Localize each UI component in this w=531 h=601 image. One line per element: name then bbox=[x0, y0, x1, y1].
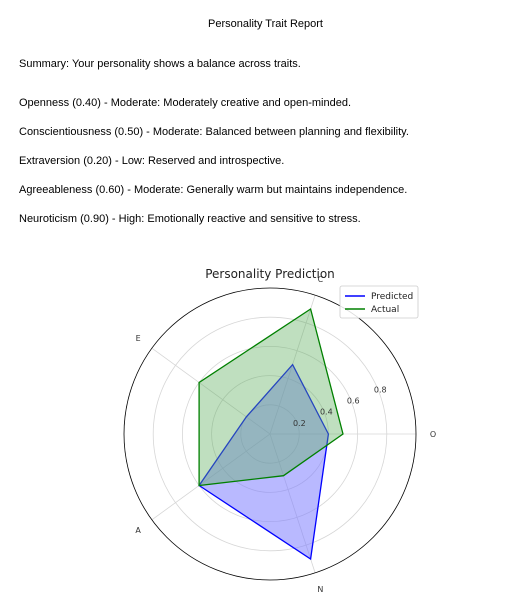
legend-label: Actual bbox=[371, 305, 399, 315]
axis-label: A bbox=[135, 526, 141, 535]
legend-box bbox=[339, 285, 419, 319]
trait-agreeableness: Agreeableness (0.60) - Moderate: General… bbox=[19, 184, 408, 196]
series-predicted-fill bbox=[199, 364, 329, 559]
axis-label: O bbox=[430, 430, 436, 439]
radial-tick-label: 0.2 bbox=[293, 419, 306, 428]
trait-extraversion: Extraversion (0.20) - Low: Reserved and … bbox=[19, 155, 285, 167]
trait-conscientiousness: Conscientiousness (0.50) - Moderate: Bal… bbox=[19, 126, 409, 138]
trait-neuroticism: Neuroticism (0.90) - High: Emotionally r… bbox=[19, 213, 361, 225]
radial-tick-label: 0.6 bbox=[347, 396, 360, 405]
legend-label: Predicted bbox=[371, 292, 413, 302]
series-actual-line bbox=[198, 307, 344, 487]
axis-label: N bbox=[317, 585, 323, 594]
summary-text: Summary: Your personality shows a balanc… bbox=[19, 58, 301, 70]
series-actual-fill bbox=[199, 309, 343, 486]
series-predicted-line bbox=[198, 363, 330, 561]
axis-label: E bbox=[136, 334, 141, 343]
report-title: Personality Trait Report bbox=[208, 18, 323, 30]
chart-title: Personality Prediction bbox=[205, 267, 335, 281]
radar-chart: 0.2 0.4 0.6 0.8 O C E A N Personality Prediction P… bbox=[123, 267, 436, 594]
axis-label: C bbox=[318, 275, 324, 284]
trait-openness: Openness (0.40) - Moderate: Moderately c… bbox=[19, 97, 352, 109]
radial-tick-label: 0.4 bbox=[320, 408, 333, 417]
radial-tick-label: 0.8 bbox=[374, 385, 387, 394]
chart-frame bbox=[123, 287, 417, 581]
